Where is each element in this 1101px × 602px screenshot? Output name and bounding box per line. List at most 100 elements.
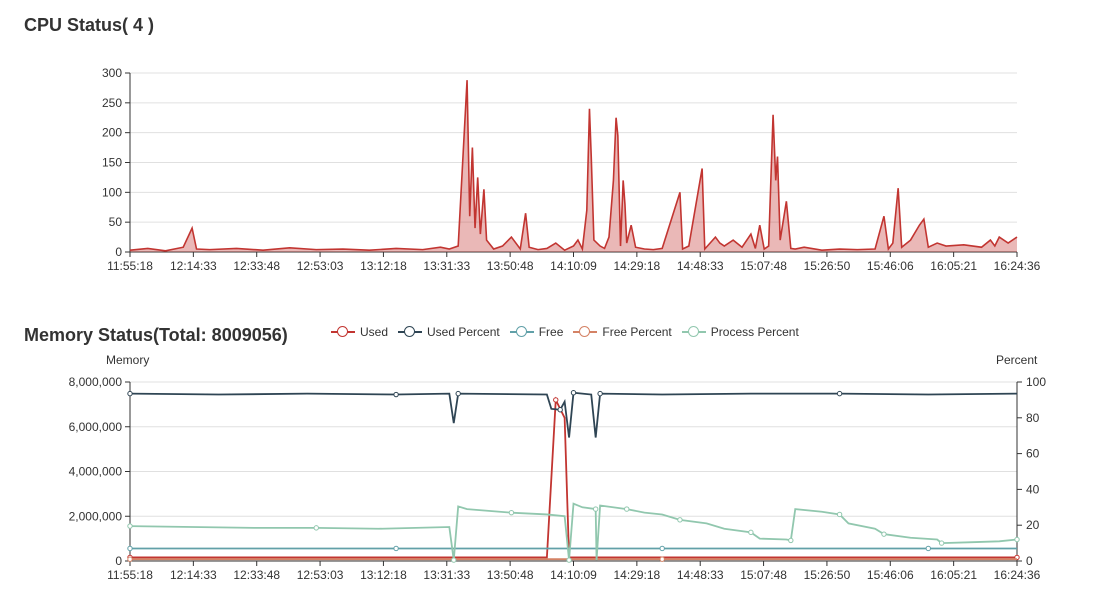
cpu-status-title: CPU Status( 4 )	[24, 15, 155, 35]
cpu-x-tick-label: 12:33:48	[233, 259, 280, 273]
cpu-x-tick-label: 11:55:18	[107, 259, 153, 273]
memory-left-tick-label: 0	[115, 554, 122, 568]
memory-right-tick-label: 80	[1026, 411, 1040, 425]
memory-x-tick-label: 13:50:48	[487, 568, 534, 582]
memory-point-process-percent	[127, 523, 133, 529]
memory-x-tick-label: 14:48:33	[677, 568, 724, 582]
memory-point-used-percent	[597, 390, 603, 397]
memory-point-free	[659, 545, 665, 552]
memory-right-tick-label: 100	[1026, 375, 1046, 389]
legend-swatch-icon	[331, 325, 355, 339]
legend-label: Used Percent	[427, 325, 500, 339]
memory-legend: Used Used Percent Free Free Percent Process …	[331, 325, 809, 339]
legend-item[interactable]: Free Percent	[573, 325, 672, 339]
memory-series-used-percent	[129, 391, 1018, 438]
memory-point-used-percent	[455, 390, 461, 397]
memory-x-tick-label: 12:14:33	[170, 568, 217, 582]
memory-point-process-percent	[836, 511, 843, 518]
cpu-x-tick-label: 14:29:18	[613, 259, 660, 273]
cpu-x-tick-label: 13:31:33	[423, 259, 470, 273]
legend-swatch-icon	[681, 325, 706, 339]
legend-item[interactable]: Used	[331, 325, 388, 339]
memory-point-process-percent	[592, 506, 599, 512]
memory-point-used	[553, 397, 559, 403]
memory-point-process-percent	[677, 517, 683, 523]
memory-point-process-percent	[788, 537, 794, 544]
legend-label: Process Percent	[710, 325, 799, 339]
memory-x-tick-label: 13:31:33	[423, 568, 470, 582]
memory-x-tick-label: 14:29:18	[613, 568, 660, 582]
cpu-y-tick-label: 150	[102, 156, 122, 170]
cpu-line	[129, 80, 1018, 252]
cpu-x-tick-label: 12:53:03	[297, 259, 344, 273]
legend-item[interactable]: Process Percent	[681, 325, 799, 339]
memory-x-tick-label: 11:55:18	[107, 568, 153, 582]
cpu-y-tick-label: 300	[102, 66, 122, 80]
memory-point-process-percent	[748, 529, 754, 536]
memory-point-free	[393, 545, 399, 552]
cpu-y-tick-label: 200	[102, 126, 122, 140]
legend-swatch-icon	[573, 325, 598, 339]
cpu-x-tick-label: 15:46:06	[867, 259, 914, 273]
cpu-y-tick-label: 0	[115, 245, 122, 259]
cpu-x-tick-label: 15:07:48	[740, 259, 787, 273]
memory-point-process-percent	[566, 557, 572, 563]
memory-x-tick-label: 14:10:09	[550, 568, 597, 582]
memory-status-title: Memory Status(Total: 8009056)	[24, 325, 288, 345]
cpu-x-tick-label: 14:48:33	[677, 259, 724, 273]
memory-left-tick-label: 8,000,000	[69, 375, 123, 389]
memory-point-process-percent	[1014, 536, 1020, 543]
memory-point-used-percent	[393, 391, 399, 398]
memory-x-tick-label: 16:05:21	[930, 568, 977, 582]
cpu-x-tick-label: 13:12:18	[360, 259, 407, 273]
memory-x-tick-label: 16:24:36	[994, 568, 1041, 582]
legend-label: Used	[360, 325, 389, 339]
memory-right-tick-label: 20	[1026, 518, 1040, 532]
memory-left-tick-label: 2,000,000	[69, 509, 123, 523]
memory-left-tick-label: 6,000,000	[69, 420, 123, 434]
cpu-y-tick-label: 50	[109, 215, 123, 229]
memory-right-tick-label: 0	[1026, 554, 1033, 568]
cpu-x-tick-label: 14:10:09	[550, 259, 597, 273]
legend-swatch-icon	[509, 325, 534, 339]
memory-x-tick-label: 12:33:48	[233, 568, 280, 582]
memory-point-used-percent	[836, 390, 843, 397]
memory-x-tick-label: 15:46:06	[867, 568, 914, 582]
memory-point-used-percent	[127, 390, 133, 397]
memory-x-tick-label: 15:26:50	[804, 568, 851, 582]
memory-left-axis-name: Memory	[106, 353, 150, 367]
memory-left-tick-label: 4,000,000	[69, 465, 123, 479]
legend-item[interactable]: Used Percent	[398, 325, 500, 339]
legend-label: Free Percent	[602, 325, 672, 339]
memory-point-free-percent	[659, 556, 665, 562]
memory-point-process-percent	[313, 525, 319, 531]
memory-series-process-percent	[129, 502, 1018, 561]
memory-x-tick-label: 13:12:18	[360, 568, 407, 582]
legend-swatch-icon	[398, 325, 423, 339]
cpu-area	[130, 80, 1017, 252]
memory-point-process-percent	[624, 506, 630, 512]
legend-item[interactable]: Free	[509, 325, 564, 339]
cpu-x-tick-label: 12:14:33	[170, 259, 217, 273]
memory-point-process-percent	[938, 540, 945, 546]
memory-point-process-percent	[881, 531, 887, 537]
memory-right-axis-name: Percent	[996, 353, 1038, 367]
cpu-y-tick-label: 100	[102, 185, 122, 199]
cpu-x-tick-label: 16:05:21	[930, 259, 977, 273]
legend-label: Free	[538, 325, 564, 339]
memory-x-tick-label: 15:07:48	[740, 568, 787, 582]
memory-point-free	[925, 545, 931, 552]
cpu-y-tick-label: 250	[102, 96, 122, 110]
memory-x-tick-label: 12:53:03	[297, 568, 344, 582]
memory-point-free	[127, 545, 133, 552]
memory-point-used-percent	[570, 390, 577, 396]
memory-point-free-percent	[127, 556, 133, 562]
cpu-x-tick-label: 13:50:48	[487, 259, 534, 273]
memory-right-tick-label: 60	[1026, 447, 1040, 461]
cpu-x-tick-label: 15:26:50	[804, 259, 851, 273]
memory-point-process-percent	[451, 557, 457, 563]
cpu-x-tick-label: 16:24:36	[994, 259, 1041, 273]
memory-right-tick-label: 40	[1026, 482, 1040, 496]
memory-point-process-percent	[508, 509, 515, 516]
